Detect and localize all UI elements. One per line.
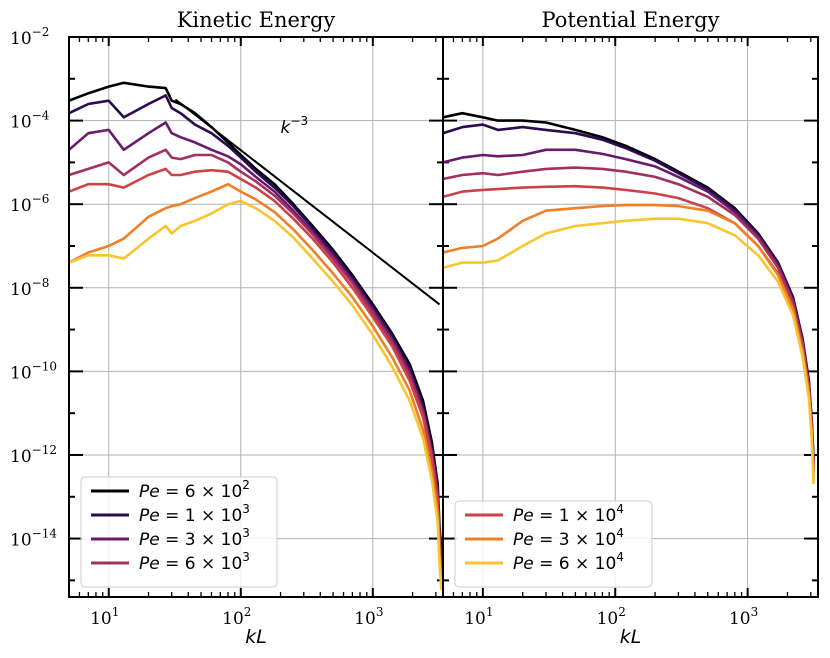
x-tick-label: 102: [597, 605, 626, 629]
y-tick-label: 10−12: [10, 443, 57, 467]
legend-box: [454, 500, 653, 588]
series-line-2: [69, 94, 443, 561]
panel-1: k−3 Kinetic Energy 101 102 103 kL 10−2 10−4 10−6…: [10, 8, 444, 648]
x-tick-label: 101: [90, 605, 119, 629]
legend-label: Pe = 1 × 103: [139, 502, 250, 526]
series-line-6: [443, 203, 815, 477]
series-line-7: [69, 199, 443, 590]
chart-title: Kinetic Energy: [177, 8, 336, 32]
x-axis-label: kL: [245, 626, 267, 648]
y-tick-label: 10−8: [10, 276, 49, 300]
series-line-5: [443, 184, 815, 472]
y-tick-label: 10−6: [10, 192, 49, 216]
x-tick-label: 103: [729, 605, 758, 629]
slope-annotation: k−3: [281, 114, 309, 138]
x-tick-label: 103: [354, 605, 383, 629]
series-line-1: [443, 111, 815, 460]
chart-title: Potential Energy: [541, 8, 719, 32]
series-line-1: [69, 81, 443, 552]
y-tick-label: 10−4: [10, 109, 50, 133]
series-line-5: [69, 167, 443, 581]
x-tick-label: 101: [464, 605, 493, 629]
x-tick-label: 102: [222, 605, 251, 629]
legend-label: Pe = 3 × 104: [513, 526, 624, 550]
legend-label: Pe = 3 × 103: [139, 526, 250, 550]
series-line-4: [443, 166, 815, 468]
series-line-4: [69, 148, 443, 581]
y-tick-label: 10−2: [10, 25, 49, 49]
legend-box: [80, 476, 278, 588]
y-tick-label: 10−14: [10, 527, 57, 551]
legend-label: Pe = 6 × 104: [513, 550, 624, 574]
x-axis-label: kL: [620, 626, 642, 648]
series-line-3: [443, 148, 815, 465]
y-tick-label: 10−10: [10, 359, 57, 383]
reference-slope-line: [174, 98, 441, 306]
legend-label: Pe = 1 × 104: [513, 502, 624, 526]
series-line-7: [443, 217, 815, 485]
legend-label: Pe = 6 × 103: [139, 550, 250, 574]
plot-frame: [442, 36, 819, 598]
series-line-6: [69, 182, 443, 585]
legend-label: Pe = 6 × 102: [139, 478, 250, 502]
